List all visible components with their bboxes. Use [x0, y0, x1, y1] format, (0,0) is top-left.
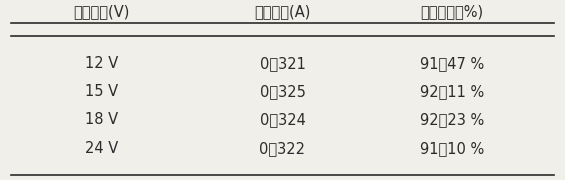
Text: 24 V: 24 V	[85, 141, 118, 156]
Text: 输出效率（%): 输出效率（%)	[420, 4, 484, 19]
Text: 91．47 %: 91．47 %	[420, 56, 484, 71]
Text: 18 V: 18 V	[85, 112, 118, 127]
Text: 输出电流(A): 输出电流(A)	[254, 4, 311, 19]
Text: 0．321: 0．321	[259, 56, 306, 71]
Text: 0．324: 0．324	[259, 112, 306, 127]
Text: 92．23 %: 92．23 %	[420, 112, 484, 127]
Text: 0．325: 0．325	[259, 84, 306, 99]
Text: 0．322: 0．322	[259, 141, 306, 156]
Text: 15 V: 15 V	[85, 84, 118, 99]
Text: 92．11 %: 92．11 %	[420, 84, 484, 99]
Text: 91．10 %: 91．10 %	[420, 141, 484, 156]
Text: 输入电压(V): 输入电压(V)	[73, 4, 130, 19]
Text: 12 V: 12 V	[85, 56, 118, 71]
